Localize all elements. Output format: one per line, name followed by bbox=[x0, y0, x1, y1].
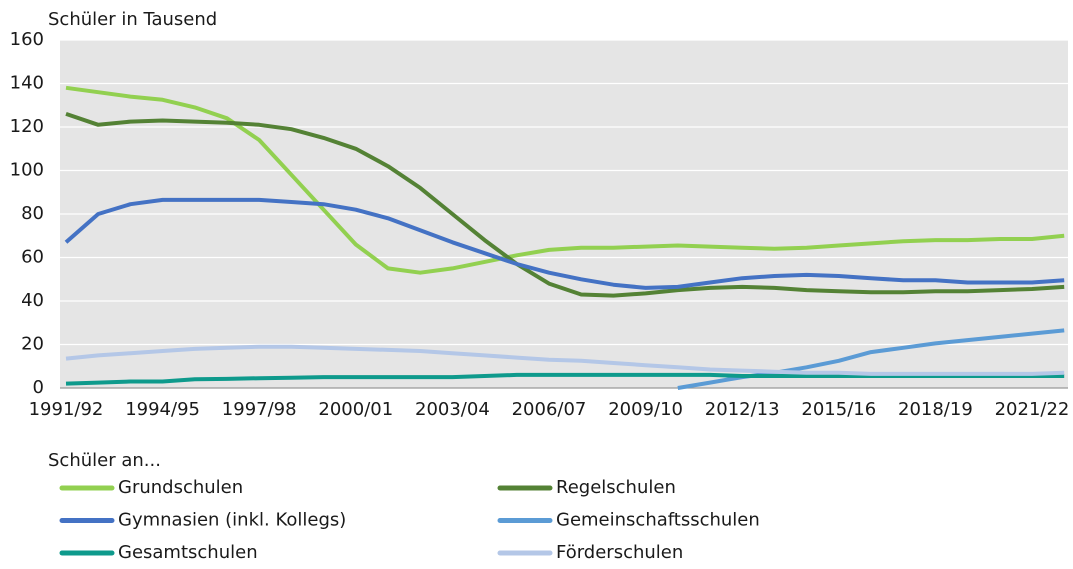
y-tick-label: 40 bbox=[21, 290, 44, 311]
x-tick-label: 2021/22 bbox=[995, 399, 1070, 420]
legend-label: Förderschulen bbox=[556, 542, 683, 563]
x-tick-label: 2018/19 bbox=[898, 399, 973, 420]
y-tick-label: 100 bbox=[10, 160, 44, 181]
y-tick-label: 80 bbox=[21, 203, 44, 224]
x-tick-label: 2003/04 bbox=[415, 399, 490, 420]
y-tick-label: 160 bbox=[10, 29, 44, 50]
legend-label: Gemeinschaftsschulen bbox=[556, 510, 760, 531]
legend-label: Grundschulen bbox=[118, 477, 243, 498]
x-tick-label: 1997/98 bbox=[222, 399, 297, 420]
legend-label: Gymnasien (inkl. Kollegs) bbox=[118, 510, 346, 531]
x-tick-label: 2000/01 bbox=[318, 399, 393, 420]
legend-label: Gesamtschulen bbox=[118, 542, 258, 563]
legend-label: Regelschulen bbox=[556, 477, 676, 498]
x-tick-label: 1991/92 bbox=[29, 399, 104, 420]
x-tick-label: 2015/16 bbox=[801, 399, 876, 420]
x-tick-label: 2009/10 bbox=[608, 399, 683, 420]
x-tick-label: 2012/13 bbox=[705, 399, 780, 420]
legend-title: Schüler an... bbox=[48, 450, 161, 471]
x-tick-label: 2006/07 bbox=[512, 399, 587, 420]
y-axis-label: Schüler in Tausend bbox=[48, 9, 217, 30]
x-tick-label: 1994/95 bbox=[125, 399, 200, 420]
y-tick-label: 140 bbox=[10, 73, 44, 94]
series-line bbox=[65, 344, 1065, 376]
series-line bbox=[65, 112, 1065, 298]
y-tick-label: 0 bbox=[33, 377, 44, 398]
y-tick-label: 20 bbox=[21, 334, 44, 355]
y-tick-label: 60 bbox=[21, 247, 44, 268]
y-tick-label: 120 bbox=[10, 116, 44, 137]
series-line bbox=[64, 197, 1065, 290]
series-line bbox=[65, 372, 1065, 386]
